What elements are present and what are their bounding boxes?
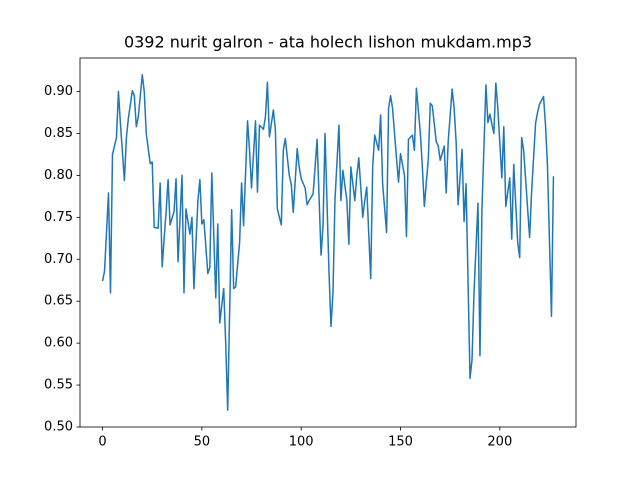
x-tick-label: 200 [487, 435, 512, 450]
y-tick-label: 0.80 [44, 168, 73, 183]
y-tick-label: 0.50 [44, 420, 73, 435]
data-line [101, 74, 555, 411]
y-tick-label: 0.90 [44, 84, 73, 99]
plot-frame [79, 57, 577, 428]
y-tick-label: 0.70 [44, 252, 73, 267]
y-tick-label: 0.75 [44, 210, 73, 225]
x-tick-label: 0 [98, 435, 106, 450]
chart-title: 0392 nurit galron - ata holech lishon mu… [124, 33, 532, 52]
x-tick-label: 100 [289, 435, 314, 450]
x-tick-label: 150 [388, 435, 413, 450]
y-tick-label: 0.60 [44, 336, 73, 351]
y-tick-label: 0.85 [44, 126, 73, 141]
y-tick-label: 0.55 [44, 378, 73, 393]
x-tick-label: 50 [194, 435, 211, 450]
y-tick-label: 0.65 [44, 294, 73, 309]
